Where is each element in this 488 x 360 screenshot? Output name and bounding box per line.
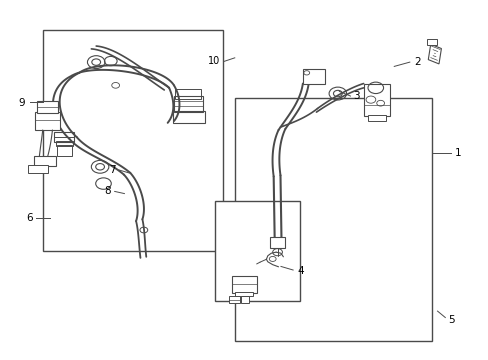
Text: 2: 2 (413, 57, 420, 67)
Text: 8: 8 (104, 186, 110, 197)
Bar (228, 296, 239, 303)
Bar (426, 39, 436, 45)
Bar (57, 145, 72, 156)
Bar (215, 202, 300, 301)
Text: 3: 3 (352, 91, 359, 101)
Bar (42, 30, 222, 251)
Bar (54, 132, 74, 143)
Bar (363, 84, 389, 116)
Bar (241, 296, 249, 303)
Bar (175, 89, 201, 99)
Bar (174, 96, 203, 112)
Bar (234, 98, 431, 341)
Bar (28, 165, 47, 173)
Bar (56, 141, 73, 146)
Bar (172, 111, 204, 123)
Bar (368, 115, 385, 121)
Text: 7: 7 (109, 165, 115, 175)
Text: 1: 1 (454, 148, 461, 158)
Bar (270, 237, 285, 248)
Text: 5: 5 (447, 315, 453, 325)
Text: 9: 9 (19, 98, 25, 108)
Bar (232, 276, 256, 293)
Bar (34, 157, 56, 166)
Bar (35, 112, 60, 130)
Bar (234, 292, 253, 296)
Bar (302, 69, 324, 84)
Text: 6: 6 (26, 212, 33, 222)
Bar (37, 102, 58, 113)
Text: 4: 4 (297, 266, 303, 276)
Text: 10: 10 (208, 57, 220, 66)
